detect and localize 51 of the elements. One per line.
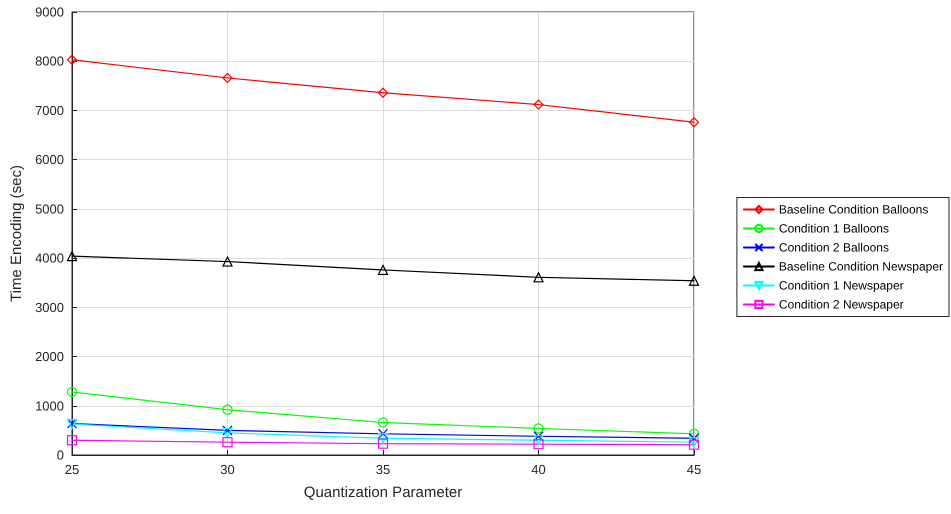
point xyxy=(66,386,78,398)
legend-label: Baseline Condition Balloons xyxy=(778,202,928,216)
y-tick-label: 0 xyxy=(56,448,64,462)
legend-label: Condition 1 Balloons xyxy=(778,222,889,236)
y-tick-label: 4000 xyxy=(35,250,64,266)
legend-label: Condition 2 Balloons xyxy=(778,240,889,254)
point xyxy=(533,435,544,446)
x-tick-label: 25 xyxy=(64,462,80,477)
point xyxy=(688,440,700,450)
y-tick-label: 8000 xyxy=(35,54,64,69)
point xyxy=(378,438,388,449)
x-tick-label: 40 xyxy=(531,462,546,477)
point xyxy=(222,428,233,438)
point xyxy=(66,54,78,65)
x-tick-label: 30 xyxy=(220,462,235,477)
point xyxy=(688,433,700,444)
point xyxy=(222,72,233,84)
point xyxy=(378,433,388,444)
point xyxy=(533,439,544,450)
point xyxy=(378,417,388,428)
point xyxy=(66,251,78,262)
legend-label: Condition 2 Newspaper xyxy=(778,298,904,312)
point xyxy=(533,431,544,442)
y-tick-label: 1000 xyxy=(35,398,64,414)
point xyxy=(222,425,233,436)
x-axis-title: Quantization Parameter xyxy=(304,484,462,501)
point xyxy=(66,435,78,446)
point xyxy=(688,117,700,128)
point xyxy=(378,88,388,98)
legend-label: Condition 1 Newspaper xyxy=(778,278,904,292)
point xyxy=(533,272,544,282)
x-tick-label: 35 xyxy=(376,462,390,477)
y-tick-label: 7000 xyxy=(35,102,64,118)
point xyxy=(378,428,388,439)
point xyxy=(222,437,233,448)
y-tick-label: 3000 xyxy=(35,300,64,315)
point xyxy=(222,404,233,415)
point xyxy=(688,437,700,448)
point xyxy=(222,256,233,267)
x-tick-label: 45 xyxy=(686,462,702,477)
point xyxy=(533,423,544,434)
point xyxy=(688,428,700,439)
point xyxy=(533,99,544,110)
legend-label: Baseline Condition Newspaper xyxy=(778,260,944,274)
y-tick-label: 2000 xyxy=(35,349,64,364)
point xyxy=(688,276,700,286)
y-axis-title: Time Encoding (sec) xyxy=(8,165,26,302)
point xyxy=(378,264,388,276)
y-tick-label: 5000 xyxy=(35,201,64,216)
y-tick-label: 6000 xyxy=(35,152,64,168)
y-tick-label: 9000 xyxy=(35,4,64,20)
